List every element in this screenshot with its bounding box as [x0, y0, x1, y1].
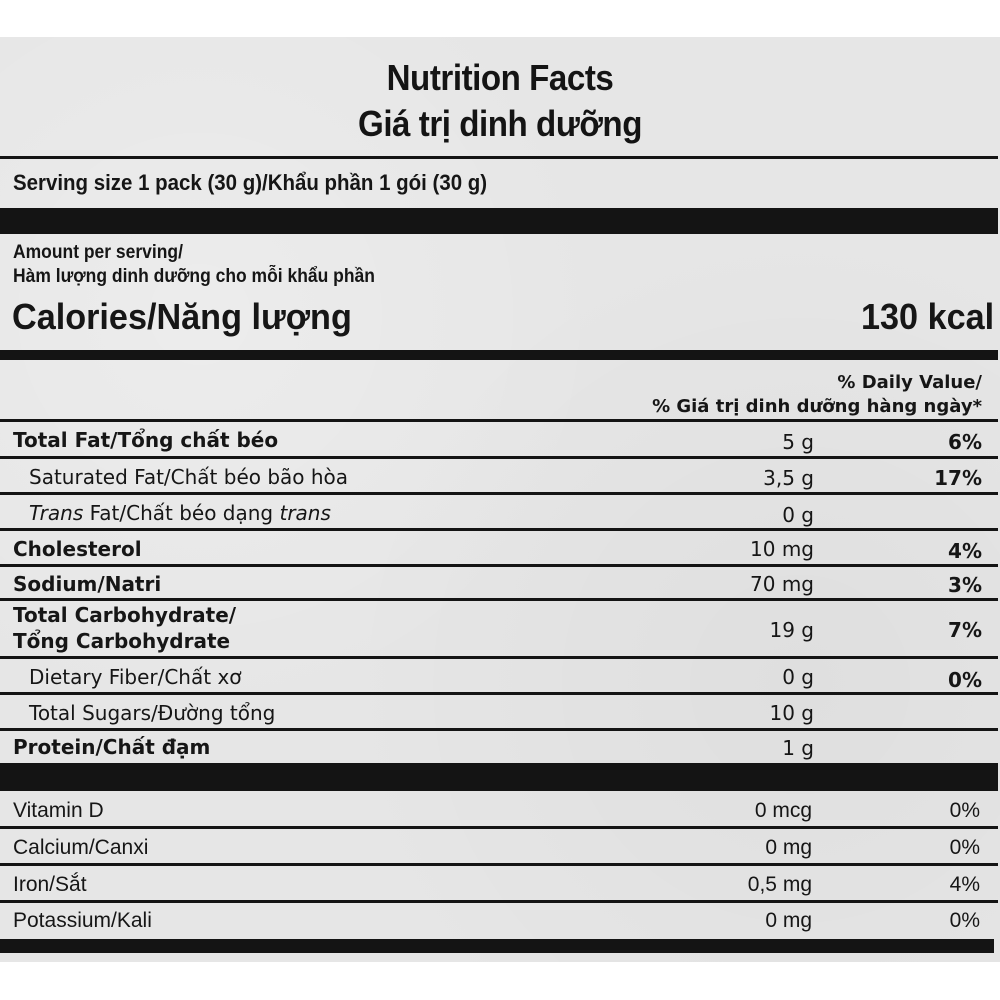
nutrient-daily-value: 3% — [948, 573, 982, 597]
nutrient-row-sodium: Sodium/Natri 70 mg 3% — [0, 567, 998, 601]
trans-italic: Trans — [29, 501, 84, 525]
nutrient-amount: 5 g — [782, 430, 814, 454]
vitamin-amount: 0 mg — [765, 836, 812, 859]
nutrient-row-total-fat: Total Fat/Tổng chất béo 5 g 6% — [0, 422, 998, 459]
vitamin-daily-value: 0% — [949, 799, 980, 822]
vitamin-label: Vitamin D — [13, 799, 104, 822]
trans-mid: Fat/Chất béo dạng — [83, 501, 280, 525]
serving-size: Serving size 1 pack (30 g)/Khẩu phần 1 g… — [13, 170, 488, 195]
nutrient-label: Trans Fat/Chất béo dạng trans — [29, 501, 331, 525]
vitamin-label: Calcium/Canxi — [13, 836, 149, 859]
divider-thin — [0, 156, 998, 159]
vitamin-label: Iron/Sắt — [13, 873, 87, 896]
calories-label: Calories/Năng lượng — [12, 296, 352, 337]
nutrient-daily-value: 4% — [948, 539, 982, 563]
divider-medium — [0, 350, 998, 360]
nutrient-amount: 70 mg — [750, 572, 814, 596]
divider-thick — [0, 763, 998, 791]
vitamin-row-vitamin-d: Vitamin D 0 mcg 0% — [0, 791, 998, 829]
nutrient-label: Protein/Chất đạm — [13, 735, 211, 759]
nutrient-label-line2: Tổng Carbohydrate — [13, 629, 231, 653]
nutrient-label-line1: Total Carbohydrate/ — [13, 603, 237, 627]
vitamin-daily-value: 0% — [949, 836, 980, 859]
nutrient-daily-value: 0% — [948, 668, 982, 692]
vitamin-daily-value: 0% — [949, 909, 980, 932]
nutrient-amount: 19 g — [769, 618, 814, 642]
nutrient-label: Sodium/Natri — [13, 572, 162, 596]
divider-bottom — [0, 939, 994, 953]
nutrient-row-cholesterol: Cholesterol 10 mg 4% — [0, 531, 998, 567]
nutrient-row-total-carbohydrate: Total Carbohydrate/ Tổng Carbohydrate 19… — [0, 601, 998, 659]
trans-italic: trans — [279, 501, 331, 525]
vitamin-row-potassium: Potassium/Kali 0 mg 0% — [0, 903, 998, 939]
nutrient-amount: 1 g — [782, 736, 814, 760]
nutrient-row-trans-fat: Trans Fat/Chất béo dạng trans 0 g — [0, 495, 998, 531]
nutrient-daily-value: 7% — [948, 618, 982, 642]
vitamin-row-iron: Iron/Sắt 0,5 mg 4% — [0, 866, 998, 903]
nutrition-facts-panel — [0, 37, 1000, 962]
title-english: Nutrition Facts — [386, 57, 614, 98]
daily-value-header-vi: % Giá trị dinh dưỡng hàng ngày* — [652, 396, 982, 417]
nutrient-amount: 10 g — [769, 701, 814, 725]
divider-thin — [0, 419, 998, 422]
vitamin-amount: 0 mcg — [754, 799, 812, 822]
nutrient-amount: 0 g — [782, 665, 814, 689]
nutrient-amount: 10 mg — [750, 537, 814, 561]
nutrient-label: Dietary Fiber/Chất xơ — [29, 665, 242, 689]
nutrient-amount: 0 g — [782, 503, 814, 527]
vitamin-amount: 0,5 mg — [747, 873, 812, 896]
nutrient-daily-value: 6% — [948, 430, 982, 454]
vitamin-daily-value: 4% — [949, 873, 980, 896]
title-vietnamese: Giá trị dinh dưỡng — [358, 103, 642, 144]
nutrient-label: Saturated Fat/Chất béo bão hòa — [29, 465, 349, 489]
vitamin-label: Potassium/Kali — [13, 909, 152, 932]
nutrient-row-total-sugars: Total Sugars/Đường tổng 10 g — [0, 695, 998, 731]
nutrient-amount: 3,5 g — [763, 466, 814, 490]
vitamin-amount: 0 mg — [765, 909, 812, 932]
nutrient-label: Cholesterol — [13, 537, 142, 561]
vitamin-row-calcium: Calcium/Canxi 0 mg 0% — [0, 829, 998, 866]
nutrient-row-saturated-fat: Saturated Fat/Chất béo bão hòa 3,5 g 17% — [0, 459, 998, 495]
nutrient-row-dietary-fiber: Dietary Fiber/Chất xơ 0 g 0% — [0, 659, 998, 695]
nutrient-daily-value: 17% — [934, 466, 982, 490]
amount-per-serving-vi: Hàm lượng dinh dưỡng cho mỗi khẩu phần — [13, 266, 375, 287]
nutrient-label: Total Sugars/Đường tổng — [29, 701, 276, 725]
daily-value-header-en: % Daily Value/ — [837, 372, 982, 393]
nutrient-label: Total Fat/Tổng chất béo — [13, 428, 279, 452]
divider-thick — [0, 208, 998, 234]
nutrient-row-protein: Protein/Chất đạm 1 g — [0, 731, 998, 763]
amount-per-serving-en: Amount per serving/ — [13, 242, 183, 263]
calories-value: 130 kcal — [860, 296, 994, 337]
